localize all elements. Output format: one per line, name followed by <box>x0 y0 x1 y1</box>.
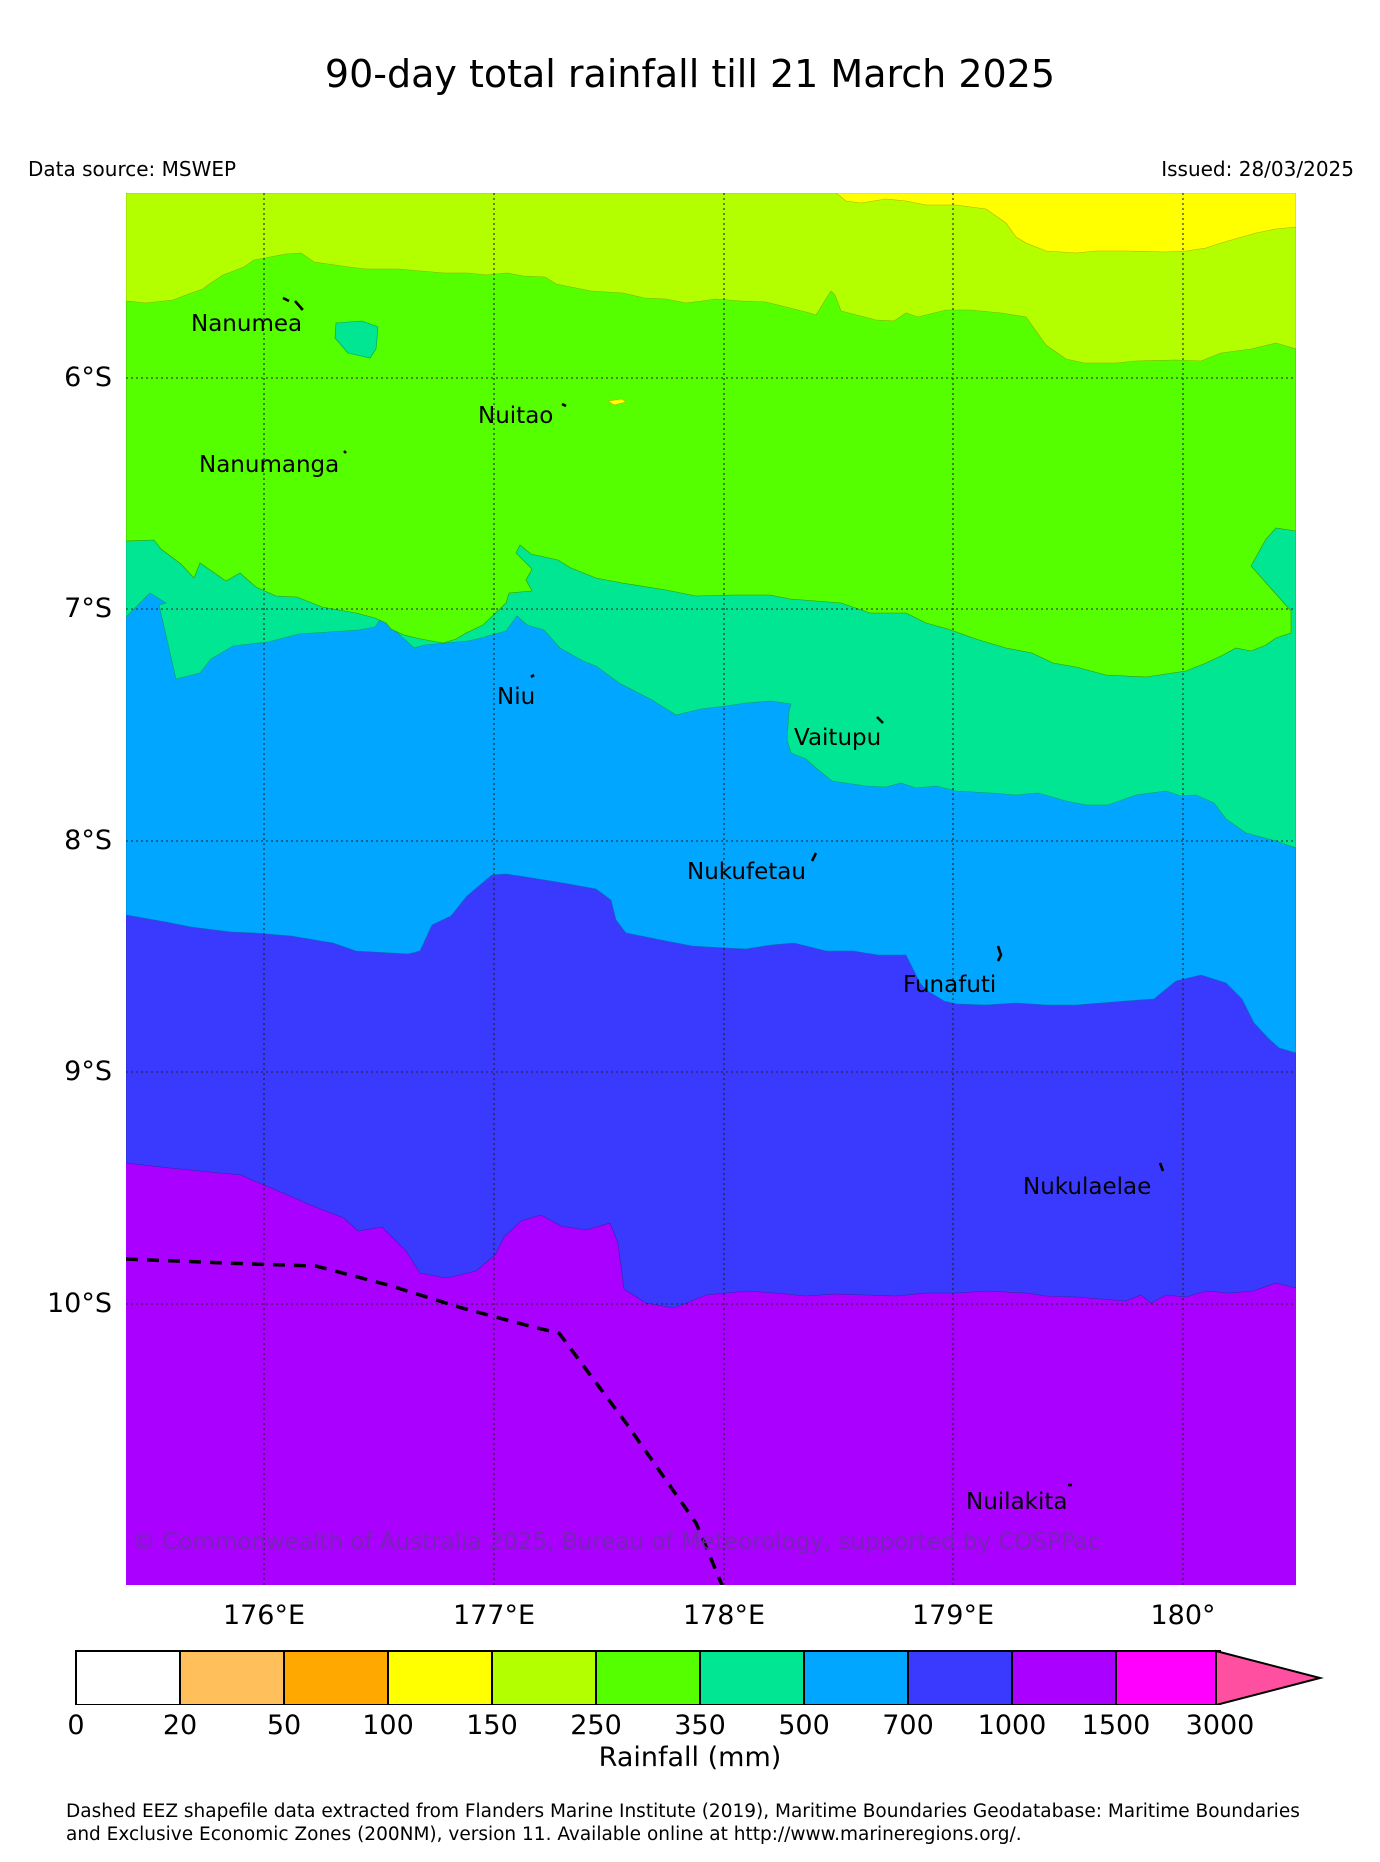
lon-label-179e: 179°E <box>911 1600 995 1631</box>
lat-label-7s: 7°S <box>64 593 112 624</box>
island-shape-nukulaelae <box>1158 1162 1165 1172</box>
island-label-nanumanga: Nanumanga <box>199 452 339 478</box>
colorbar-cell-350-500 <box>699 1650 805 1705</box>
colorbar-tick-label: 20 <box>162 1710 198 1741</box>
lat-label-9s: 9°S <box>64 1056 112 1087</box>
lon-label-180: 180° <box>1150 1600 1216 1631</box>
colorbar-tick-label: 250 <box>570 1710 622 1741</box>
island-label-funafuti: Funafuti <box>903 972 996 998</box>
island-shape-niu <box>530 673 535 679</box>
colorbar-tick-label: 1500 <box>1081 1710 1151 1741</box>
colorbar-tick-label: 1000 <box>977 1710 1047 1741</box>
island-label-nanumea: Nanumea <box>191 311 302 337</box>
band-100-150 <box>835 193 1296 254</box>
lon-label-177e: 177°E <box>452 1600 536 1631</box>
lon-label-178e: 178°E <box>682 1600 766 1631</box>
island-label-nuitao: Nuitao <box>478 403 553 429</box>
map-title: 90-day total rainfall till 21 March 2025 <box>324 52 1056 96</box>
island-shape-nanumea <box>282 296 304 311</box>
lat-label-6s: 6°S <box>64 362 112 393</box>
colorbar-tick-label: 150 <box>466 1710 518 1741</box>
island-label-vaitupu: Vaitupu <box>794 725 881 751</box>
lat-label-10s: 10°S <box>47 1288 112 1319</box>
band-250-350 <box>126 193 1296 678</box>
island-shape-nuitao <box>561 402 567 408</box>
band-350-500-patch <box>334 320 379 359</box>
data-source-label: Data source: MSWEP <box>28 157 237 181</box>
rainfall-map: Nanumea Nuitao Nanumanga Niu Vaitupu Nuk… <box>126 193 1296 1585</box>
colorbar-tick-label: 100 <box>362 1710 414 1741</box>
island-shape-nukufetau <box>810 852 818 862</box>
island-shape-funafuti <box>996 945 1003 962</box>
colorbar-tick-label: 700 <box>882 1710 934 1741</box>
island-shapes <box>282 296 1165 1487</box>
colorbar-extend-arrow <box>1215 1649 1324 1705</box>
band-150-250 <box>126 193 1296 364</box>
graticule <box>126 193 1296 1585</box>
footer-note: Dashed EEZ shapefile data extracted from… <box>66 1800 1366 1846</box>
island-label-nukufetau: Nukufetau <box>687 859 806 885</box>
colorbar <box>75 1649 1324 1705</box>
island-label-nuilakita: Nuilakita <box>966 1489 1067 1515</box>
issued-date-label: Issued: 28/03/2025 <box>1161 157 1354 181</box>
colorbar-cell-100-150 <box>387 1650 493 1705</box>
colorbar-cell-700-1000 <box>907 1650 1013 1705</box>
island-shape-vaitupu <box>876 716 884 724</box>
footer-line-2: and Exclusive Economic Zones (200NM), ve… <box>66 1824 1022 1845</box>
colorbar-tick-label: 0 <box>67 1710 85 1741</box>
lat-label-8s: 8°S <box>64 825 112 856</box>
island-label-niu: Niu <box>497 684 535 710</box>
eez-boundary-line <box>126 1257 724 1585</box>
footer-line-1: Dashed EEZ shapefile data extracted from… <box>66 1801 1300 1822</box>
island-label-nukulaelae: Nukulaelae <box>1023 1174 1151 1200</box>
band-100-150-patch <box>607 398 627 406</box>
colorbar-cell-1000-1500 <box>1011 1650 1117 1705</box>
colorbar-tick-label: 500 <box>778 1710 830 1741</box>
colorbar-cell-50-100 <box>283 1650 389 1705</box>
island-shape-nanumanga <box>343 450 347 454</box>
colorbar-title: Rainfall (mm) <box>598 1742 782 1773</box>
copyright-watermark: © Commonwealth of Australia 2025, Bureau… <box>132 1529 1101 1555</box>
colorbar-tick-label: 50 <box>266 1710 302 1741</box>
lon-label-176e: 176°E <box>222 1600 306 1631</box>
colorbar-cell-150-250 <box>491 1650 597 1705</box>
colorbar-cell-500-700 <box>803 1650 909 1705</box>
colorbar-cell-0-20 <box>75 1650 181 1705</box>
colorbar-cell-20-50 <box>179 1650 285 1705</box>
colorbar-cell-250-350 <box>595 1650 701 1705</box>
colorbar-tick-label: 350 <box>674 1710 726 1741</box>
colorbar-tick-label: 3000 <box>1185 1710 1255 1741</box>
colorbar-cell-1500-3000 <box>1115 1650 1221 1705</box>
